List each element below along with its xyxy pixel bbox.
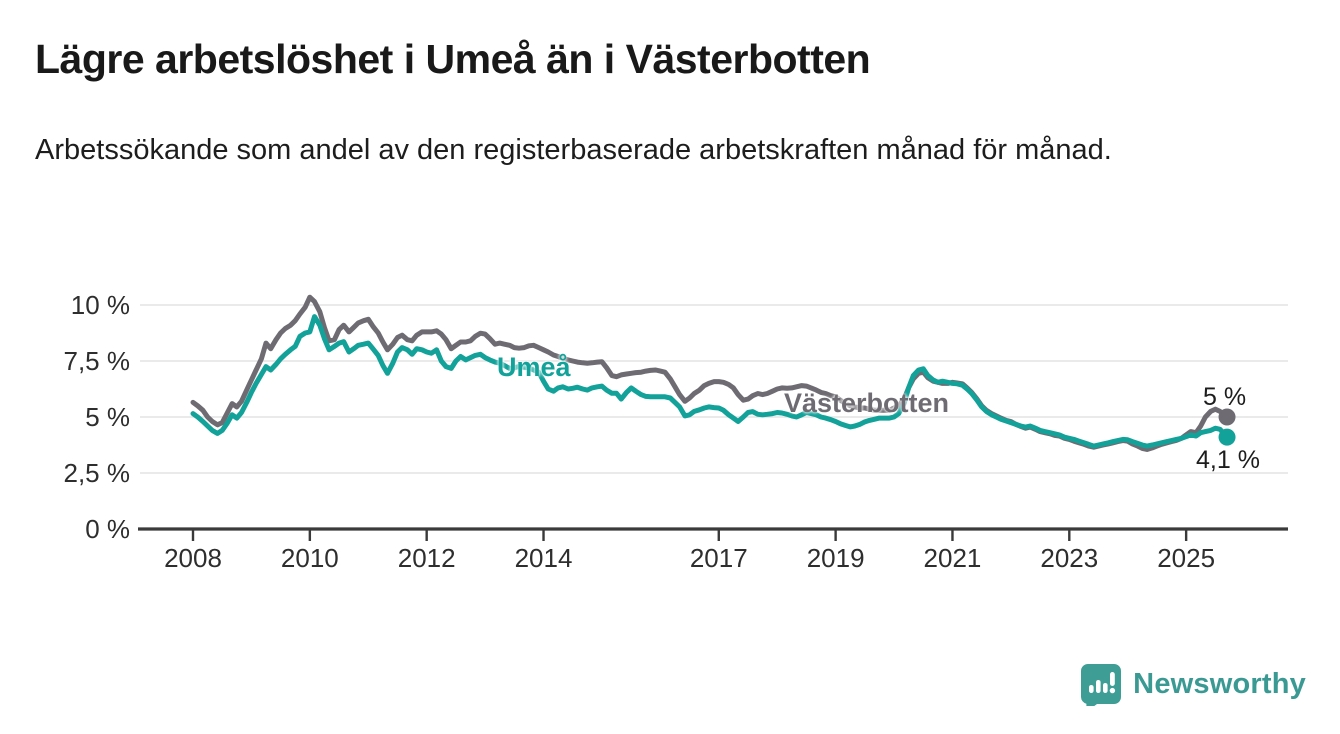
end-value-label-umea: 4,1 % <box>1196 446 1260 474</box>
x-tick-label: 2008 <box>164 543 222 573</box>
x-tick-label: 2025 <box>1157 543 1216 573</box>
x-tick-label: 2023 <box>1040 543 1099 573</box>
series-label-vasterbotten: Västerbotten <box>784 388 950 418</box>
series-end-dot-vsterbotten <box>1218 408 1236 426</box>
x-tick-label: 2010 <box>280 543 339 573</box>
page-title: Lägre arbetslöshet i Umeå än i Västerbot… <box>35 36 871 82</box>
end-value-label-vasterbotten: 5 % <box>1203 383 1247 411</box>
series-line-vsterbotten <box>190 294 1230 452</box>
x-tick-label: 2014 <box>514 543 573 573</box>
y-tick-label: 5 % <box>85 402 130 432</box>
series-label-umea: Umeå <box>497 352 571 382</box>
y-tick-label: 10 % <box>70 290 130 320</box>
newsworthy-logo-icon <box>1081 664 1122 706</box>
x-tick-label: 2019 <box>806 543 865 573</box>
newsworthy-logo-text: Newsworthy <box>1133 668 1306 700</box>
chart-subtitle: Arbetssökande som andel av den registerb… <box>35 134 1112 166</box>
newsworthy-branding: Newsworthy <box>1080 663 1306 706</box>
y-tick-label: 0 % <box>85 514 130 544</box>
series-end-dot-ume <box>1218 428 1236 446</box>
x-tick-label: 2017 <box>689 543 748 573</box>
series-line-ume <box>190 314 1230 449</box>
y-tick-label: 2,5 % <box>63 458 131 488</box>
x-tick-label: 2012 <box>397 543 456 573</box>
y-tick-label: 7,5 % <box>63 346 131 376</box>
x-tick-label: 2021 <box>923 543 982 573</box>
